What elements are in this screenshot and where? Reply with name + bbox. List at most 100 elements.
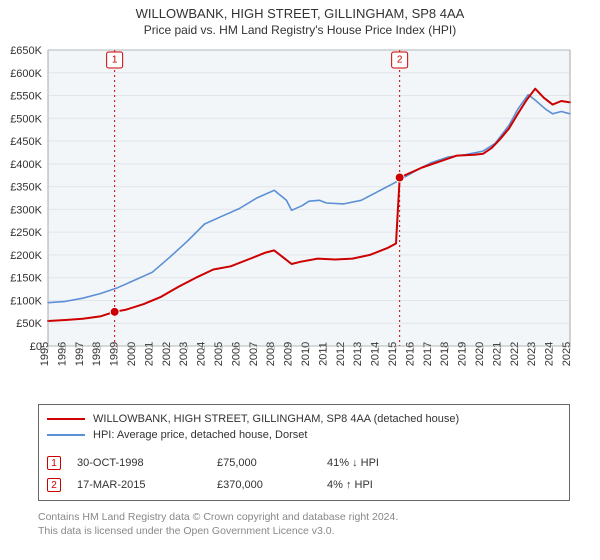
x-tick-label: 2016 bbox=[404, 342, 416, 366]
x-tick-label: 2015 bbox=[387, 342, 399, 366]
x-tick-label: 1997 bbox=[74, 342, 86, 366]
x-tick-label-group: 2007 bbox=[248, 342, 260, 366]
event-dot bbox=[110, 307, 119, 316]
x-tick-label-group: 2004 bbox=[196, 342, 208, 366]
x-tick-label-group: 2009 bbox=[283, 342, 295, 366]
x-tick-label-group: 2013 bbox=[352, 342, 364, 366]
events-table: 1 30-OCT-1998 £75,000 41% ↓ HPI 2 17-MAR… bbox=[38, 448, 570, 501]
y-tick-label: £150K bbox=[10, 273, 42, 285]
x-tick-label-group: 2006 bbox=[230, 342, 242, 366]
event-price: £370,000 bbox=[217, 479, 327, 491]
y-tick-label: £200K bbox=[10, 250, 42, 262]
x-tick-label: 2008 bbox=[265, 342, 277, 366]
event-dot bbox=[395, 173, 404, 182]
x-tick-label-group: 2015 bbox=[387, 342, 399, 366]
x-tick-label-group: 2025 bbox=[561, 342, 573, 366]
event-pct: 41% ↓ HPI bbox=[327, 457, 447, 469]
legend-label: WILLOWBANK, HIGH STREET, GILLINGHAM, SP8… bbox=[93, 413, 459, 425]
x-tick-label: 2003 bbox=[178, 342, 190, 366]
event-number: 2 bbox=[397, 55, 403, 66]
x-tick-label-group: 2024 bbox=[544, 342, 556, 366]
x-tick-label: 2004 bbox=[196, 342, 208, 366]
x-tick-label: 2005 bbox=[213, 342, 225, 366]
x-tick-label-group: 2012 bbox=[335, 342, 347, 366]
x-tick-label: 2020 bbox=[474, 342, 486, 366]
legend-row: HPI: Average price, detached house, Dors… bbox=[47, 427, 561, 443]
x-tick-label-group: 2014 bbox=[370, 342, 382, 366]
event-marker-icon: 2 bbox=[47, 478, 61, 492]
chart-svg: £0£50K£100K£150K£200K£250K£300K£350K£400… bbox=[0, 42, 600, 402]
x-tick-label-group: 2021 bbox=[491, 342, 503, 366]
x-tick-label: 2018 bbox=[439, 342, 451, 366]
x-tick-label-group: 2019 bbox=[457, 342, 469, 366]
x-tick-label-group: 1996 bbox=[56, 342, 68, 366]
x-tick-label-group: 2018 bbox=[439, 342, 451, 366]
x-tick-label: 2021 bbox=[491, 342, 503, 366]
x-tick-label-group: 1998 bbox=[91, 342, 103, 366]
chart-container: £0£50K£100K£150K£200K£250K£300K£350K£400… bbox=[0, 42, 600, 402]
event-row: 1 30-OCT-1998 £75,000 41% ↓ HPI bbox=[39, 452, 569, 474]
x-tick-label: 2025 bbox=[561, 342, 573, 366]
x-tick-label-group: 2010 bbox=[300, 342, 312, 366]
x-tick-label: 2000 bbox=[126, 342, 138, 366]
attribution-line: Contains HM Land Registry data © Crown c… bbox=[38, 510, 570, 524]
x-tick-label: 2019 bbox=[457, 342, 469, 366]
event-date: 17-MAR-2015 bbox=[77, 479, 217, 491]
x-tick-label: 2010 bbox=[300, 342, 312, 366]
x-tick-label: 1996 bbox=[56, 342, 68, 366]
y-tick-label: £250K bbox=[10, 227, 42, 239]
x-tick-label-group: 2016 bbox=[404, 342, 416, 366]
x-tick-label: 2007 bbox=[248, 342, 260, 366]
x-tick-label: 2006 bbox=[230, 342, 242, 366]
y-tick-label: £300K bbox=[10, 204, 42, 216]
y-tick-label: £400K bbox=[10, 159, 42, 171]
event-pct: 4% ↑ HPI bbox=[327, 479, 447, 491]
attribution-line: This data is licensed under the Open Gov… bbox=[38, 524, 570, 538]
legend-label: HPI: Average price, detached house, Dors… bbox=[93, 429, 307, 441]
y-tick-label: £650K bbox=[10, 45, 42, 57]
legend-swatch bbox=[47, 434, 85, 436]
x-tick-label-group: 2020 bbox=[474, 342, 486, 366]
event-marker-icon: 1 bbox=[47, 456, 61, 470]
x-tick-label: 2002 bbox=[161, 342, 173, 366]
y-tick-label: £50K bbox=[16, 318, 42, 330]
x-tick-label-group: 2017 bbox=[422, 342, 434, 366]
event-date: 30-OCT-1998 bbox=[77, 457, 217, 469]
y-tick-label: £450K bbox=[10, 136, 42, 148]
event-row: 2 17-MAR-2015 £370,000 4% ↑ HPI bbox=[39, 474, 569, 496]
x-tick-label: 1998 bbox=[91, 342, 103, 366]
chart-title-block: WILLOWBANK, HIGH STREET, GILLINGHAM, SP8… bbox=[0, 0, 600, 37]
x-tick-label-group: 1997 bbox=[74, 342, 86, 366]
x-tick-label-group: 2022 bbox=[509, 342, 521, 366]
x-tick-label: 2013 bbox=[352, 342, 364, 366]
y-tick-label: £500K bbox=[10, 113, 42, 125]
x-tick-label: 2012 bbox=[335, 342, 347, 366]
x-tick-label-group: 2003 bbox=[178, 342, 190, 366]
event-price: £75,000 bbox=[217, 457, 327, 469]
y-tick-label: £100K bbox=[10, 295, 42, 307]
event-vline-marker: 2 bbox=[392, 52, 408, 68]
x-tick-label-group: 2023 bbox=[526, 342, 538, 366]
legend: WILLOWBANK, HIGH STREET, GILLINGHAM, SP8… bbox=[38, 404, 570, 450]
chart-title-main: WILLOWBANK, HIGH STREET, GILLINGHAM, SP8… bbox=[0, 6, 600, 21]
x-tick-label: 2014 bbox=[370, 342, 382, 366]
x-tick-label-group: 1995 bbox=[39, 342, 51, 366]
legend-swatch bbox=[47, 418, 85, 420]
x-tick-label-group: 2008 bbox=[265, 342, 277, 366]
x-tick-label: 2024 bbox=[544, 342, 556, 366]
x-tick-label: 2001 bbox=[143, 342, 155, 366]
x-tick-label: 2022 bbox=[509, 342, 521, 366]
plot-area bbox=[48, 50, 570, 346]
attribution: Contains HM Land Registry data © Crown c… bbox=[38, 502, 570, 538]
x-tick-label: 2023 bbox=[526, 342, 538, 366]
y-tick-label: £350K bbox=[10, 182, 42, 194]
event-vline-marker: 1 bbox=[107, 52, 123, 68]
x-tick-label-group: 2001 bbox=[143, 342, 155, 366]
event-number: 1 bbox=[112, 55, 118, 66]
y-tick-label: £600K bbox=[10, 68, 42, 80]
x-tick-label-group: 2000 bbox=[126, 342, 138, 366]
x-tick-label: 2017 bbox=[422, 342, 434, 366]
chart-title-sub: Price paid vs. HM Land Registry's House … bbox=[0, 23, 600, 37]
x-tick-label: 1995 bbox=[39, 342, 51, 366]
x-tick-label-group: 2002 bbox=[161, 342, 173, 366]
